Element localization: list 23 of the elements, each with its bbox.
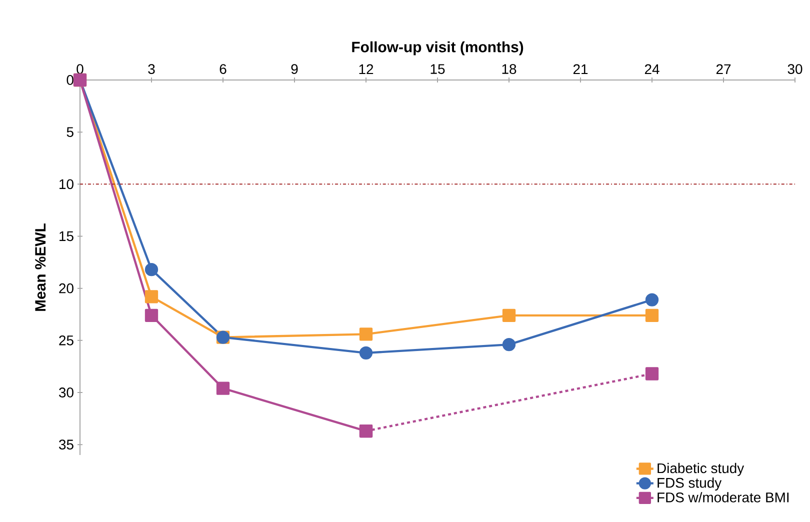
x-axis-title: Follow-up visit (months) (352, 41, 524, 56)
legend-label: FDS study (658, 478, 722, 491)
y-tick-label: 30 (59, 388, 74, 398)
x-tick-label: 15 (430, 64, 445, 74)
x-tick-label: 24 (644, 64, 660, 74)
y-axis-title: Mean %EWL (35, 224, 46, 311)
x-tick-label: 12 (359, 64, 374, 74)
y-tick-label: 25 (59, 335, 74, 346)
y-tick-label: 5 (66, 127, 74, 137)
x-tick-label: 9 (291, 64, 298, 74)
x-tick-label: 27 (716, 64, 731, 74)
y-tick-label: 35 (59, 440, 74, 450)
x-tick-label: 3 (148, 64, 155, 74)
y-tick-label: 0 (66, 75, 74, 85)
legend-label: Diabetic study (658, 462, 744, 476)
x-tick-label: 6 (220, 64, 226, 74)
y-tick-label: 15 (60, 231, 74, 242)
x-tick-label: 18 (502, 64, 516, 74)
y-tick-label: 20 (59, 283, 74, 294)
y-tick-label: 10 (60, 179, 74, 190)
legend-label: FDS w/moderate BMI (658, 492, 789, 502)
x-tick-label: 30 (788, 64, 802, 74)
x-tick-label: 21 (573, 64, 588, 74)
